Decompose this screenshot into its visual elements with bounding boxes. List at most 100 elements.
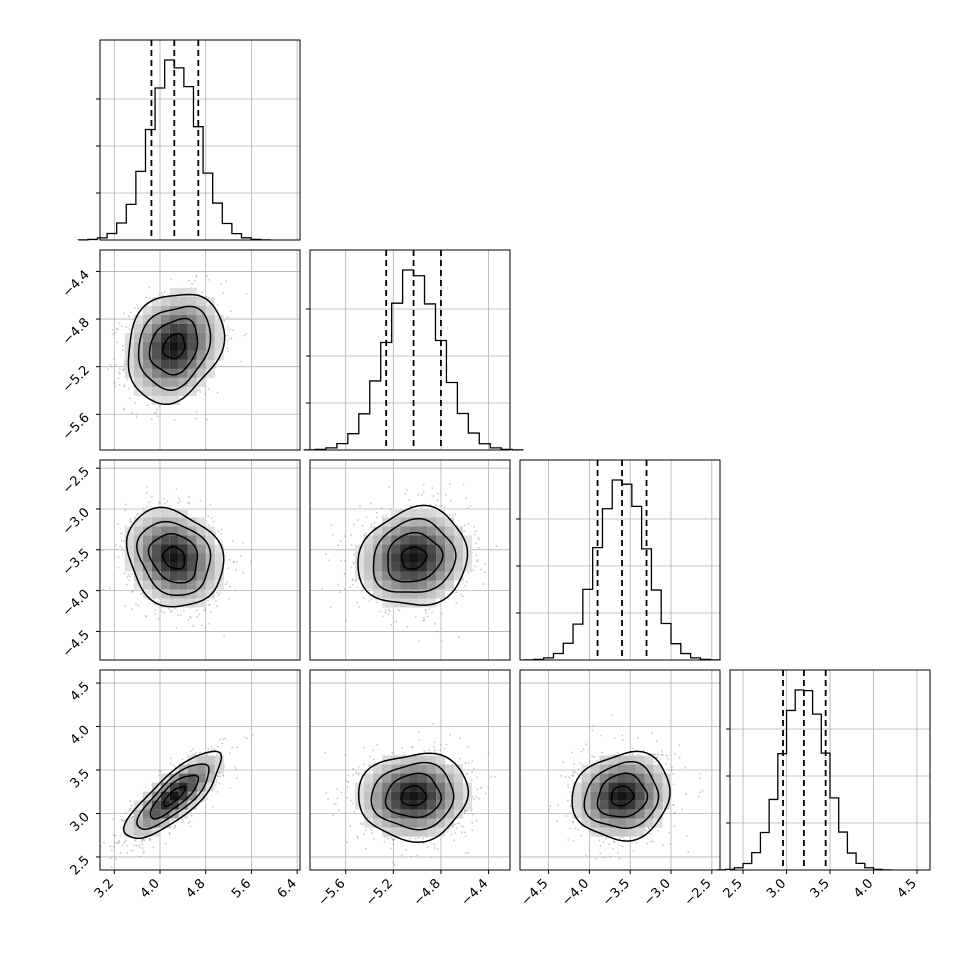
scatter-point <box>210 517 213 519</box>
density-cell <box>373 535 383 545</box>
scatter-point <box>204 626 207 629</box>
scatter-point <box>456 524 458 526</box>
density-cell <box>142 377 152 387</box>
density-cell <box>178 553 188 563</box>
density-cell <box>214 314 224 324</box>
density-cell <box>160 782 170 792</box>
scatter-point <box>388 610 391 612</box>
scatter-point <box>117 556 120 558</box>
density-cell <box>364 544 374 554</box>
scatter-point <box>251 733 254 736</box>
scatter-point <box>150 418 153 420</box>
density-cell <box>382 553 392 563</box>
scatter-point <box>477 546 480 549</box>
scatter-point <box>206 797 209 800</box>
scatter-point <box>356 601 359 604</box>
scatter-point <box>137 513 139 515</box>
scatter-point <box>139 855 142 858</box>
scatter-point <box>128 579 131 582</box>
density-cell <box>196 377 206 387</box>
scatter-point <box>101 549 104 552</box>
scatter-point <box>109 587 111 589</box>
scatter-point <box>132 815 134 818</box>
density-cell <box>133 314 143 324</box>
density-cell <box>205 571 215 581</box>
density-cell <box>142 535 152 545</box>
scatter-point <box>209 503 212 506</box>
density-cell <box>169 535 179 545</box>
density-cell <box>355 562 365 572</box>
density-cell <box>373 589 383 599</box>
scatter-point <box>129 800 132 802</box>
contour-2-0-0 <box>162 545 186 570</box>
scatter-point <box>216 778 219 781</box>
scatter-point <box>427 615 429 618</box>
panel-content-3-0 <box>100 670 300 870</box>
scatter-point <box>385 515 387 518</box>
density-cell <box>364 535 374 545</box>
density-cell <box>364 553 374 563</box>
density-cell <box>436 508 446 518</box>
scatter-point <box>361 589 363 592</box>
density-cell <box>178 589 188 599</box>
scatter-point <box>122 344 124 347</box>
scatter-point <box>464 852 467 855</box>
scatter-point <box>164 842 167 845</box>
scatter-point <box>343 572 346 575</box>
scatter-point <box>482 583 484 585</box>
contour-2-0-2 <box>136 520 212 597</box>
scatter-point <box>224 737 226 740</box>
scatter-point <box>131 411 133 414</box>
density-cell <box>205 359 215 369</box>
scatter-point <box>102 588 105 591</box>
density-cell <box>391 589 401 599</box>
density-cell <box>373 553 383 563</box>
scatter-point <box>107 368 109 371</box>
hist-panel-2 <box>516 459 721 661</box>
density-cell <box>196 368 206 378</box>
scatter-point <box>457 636 460 639</box>
density-cell <box>133 359 143 369</box>
scatter-point <box>126 576 129 579</box>
density-cell <box>382 571 392 581</box>
density-cell <box>142 809 152 819</box>
scatter-point <box>213 748 216 751</box>
scatter-point <box>387 613 390 616</box>
density-cell <box>160 359 170 369</box>
density-cell <box>169 296 179 306</box>
density-cell <box>409 526 419 536</box>
scatter-point <box>418 640 421 642</box>
density-cell <box>169 553 179 563</box>
density-cell <box>409 580 419 590</box>
density-cell <box>133 526 143 536</box>
scatter-point <box>431 487 434 490</box>
hist-panel-0 <box>77 39 301 241</box>
scatter-point <box>198 613 201 616</box>
scatter-point <box>181 818 184 821</box>
density-cell <box>409 508 419 518</box>
density-cell <box>364 571 374 581</box>
scatter-point <box>110 365 113 368</box>
panel-content-3-1 <box>310 670 510 870</box>
scatter-point <box>434 622 436 625</box>
scatter-point <box>199 751 201 754</box>
density-cell <box>409 562 419 572</box>
scatter-point <box>189 615 192 618</box>
scatter-point <box>130 807 133 810</box>
contour-1-0-2 <box>137 305 212 392</box>
scatter-point <box>349 586 351 589</box>
scatter-point <box>404 492 407 495</box>
scatter-point <box>345 619 348 622</box>
scatter-point <box>131 608 134 610</box>
scatter-point <box>440 640 443 642</box>
scatter-point <box>199 388 201 391</box>
scatter-point <box>119 852 122 854</box>
scatter-point <box>332 814 334 817</box>
scatter-point <box>417 494 420 496</box>
scatter-point <box>191 282 194 285</box>
scatter-point <box>114 842 117 844</box>
density-cell <box>178 791 188 801</box>
scatter-point <box>423 619 426 622</box>
scatter-point <box>121 325 123 328</box>
scatter-point <box>463 530 466 532</box>
